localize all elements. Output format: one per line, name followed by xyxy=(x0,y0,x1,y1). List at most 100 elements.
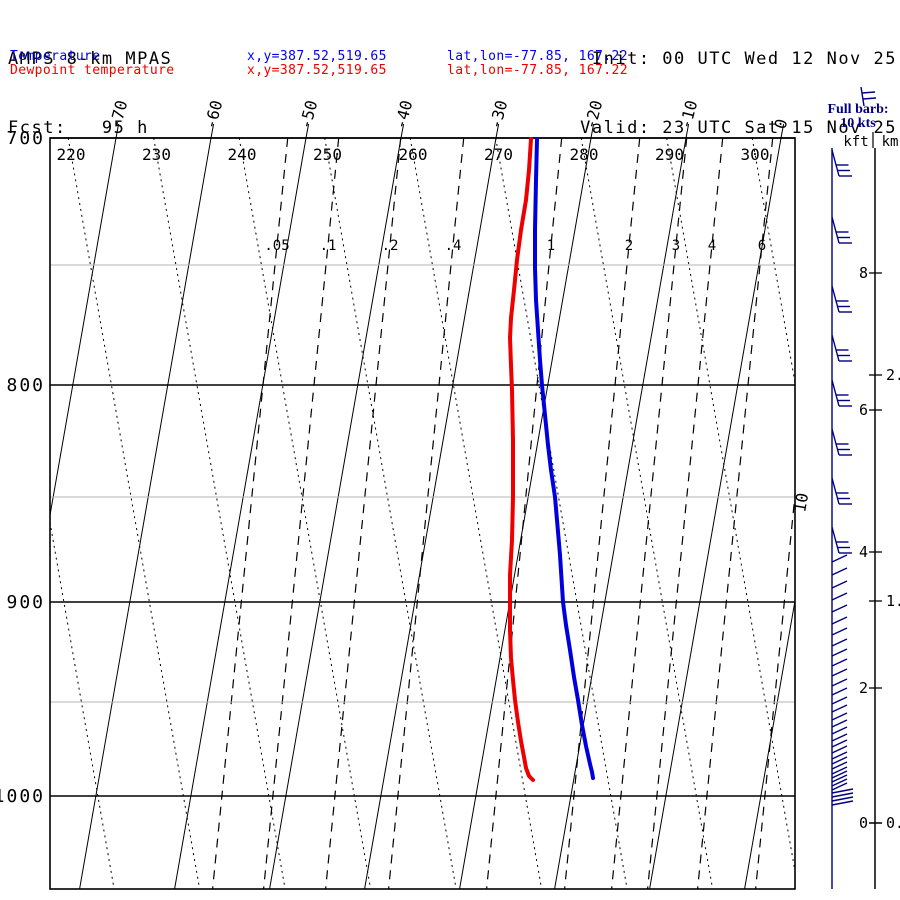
mixing-ratio-label: .05 xyxy=(264,238,289,254)
mixing-ratio-line xyxy=(325,138,402,889)
wind-barb-tick xyxy=(831,648,848,657)
isotherm-line xyxy=(459,138,592,889)
dry-adiabat-line xyxy=(238,138,372,889)
dry-adiabat-label: 280 xyxy=(570,145,599,164)
wind-barb-tick xyxy=(831,739,848,748)
wind-barb-tick xyxy=(831,778,848,787)
dry-adiabat-line xyxy=(495,138,628,889)
mixing-ratio-label: .1 xyxy=(320,238,337,254)
wind-barb-column xyxy=(831,148,854,889)
dry-adiabat-label: 240 xyxy=(228,145,257,164)
background-lines xyxy=(50,138,795,889)
pressure-axis-label: 900 xyxy=(6,592,45,613)
mixing-ratio-label: 2 xyxy=(625,238,633,254)
isotherm-line xyxy=(269,138,402,889)
dry-adiabat-line xyxy=(580,138,714,889)
wind-barb-tick xyxy=(831,616,848,625)
wind-barb-tick xyxy=(831,782,848,791)
pressure-grid: 700 800 900 1000 xyxy=(0,128,795,807)
barb-legend-line2: 10 kts xyxy=(840,116,876,131)
dry-adiabat-line xyxy=(751,138,795,386)
isotherm-tick xyxy=(305,123,310,139)
isotherm-line xyxy=(364,138,497,889)
isotherm-label: -10 xyxy=(676,98,702,131)
wind-barb xyxy=(831,285,852,313)
plot-border xyxy=(49,137,796,890)
wind-barb-tick xyxy=(831,733,848,742)
wind-barb xyxy=(831,216,852,244)
dry-adiabat-label: 290 xyxy=(655,145,684,164)
isotherm-tick xyxy=(400,123,405,139)
isotherm-line xyxy=(79,138,212,889)
dry-adiabat-line xyxy=(409,138,543,889)
valid-time: Valid: 23 UTC Sat 15 Nov 25 xyxy=(580,118,897,138)
forecast-hour: Fcst: 95 h xyxy=(8,118,149,138)
isotherm-label: -30 xyxy=(486,98,512,131)
isotherm-line xyxy=(174,138,307,889)
kft-tick-label: 4 xyxy=(859,543,868,561)
dry-adiabat-line xyxy=(324,138,457,889)
wind-barb-tick xyxy=(831,604,848,613)
wind-barb-tick xyxy=(831,592,848,601)
dewpoint-curve xyxy=(508,137,535,782)
dry-adiabat-line xyxy=(50,519,115,889)
km-tick-label: 1. xyxy=(886,592,900,610)
wind-barb-tick xyxy=(831,788,854,794)
dry-adiabat-line xyxy=(67,138,201,889)
isotherm-label: -20 xyxy=(581,98,607,131)
isotherm-label: 0 xyxy=(771,117,792,131)
dry-adiabat-label: 270 xyxy=(484,145,513,164)
pressure-axis-label: 1000 xyxy=(0,786,45,807)
wind-barb-tick xyxy=(831,774,848,783)
isotherm-tick xyxy=(780,123,785,139)
isotherm-tick xyxy=(495,123,500,139)
wind-barb-tick xyxy=(831,696,848,705)
legend-dewpoint-latlon: lat,lon=-77.85, 167.22 xyxy=(447,63,628,78)
dry-adiabat-label: 230 xyxy=(142,145,171,164)
wind-barb-tick xyxy=(831,627,848,636)
km-header: km xyxy=(882,134,899,150)
isotherm-line xyxy=(649,138,782,889)
mixing-ratio-label: 4 xyxy=(708,238,716,254)
wind-barb-tick xyxy=(831,580,848,589)
wind-barb-tick xyxy=(831,756,848,765)
isotherm-tick xyxy=(115,123,120,139)
wind-barb-tick xyxy=(831,766,848,775)
wind-barb-tick xyxy=(831,796,854,802)
isotherm-line xyxy=(554,138,687,889)
wind-barb xyxy=(831,379,852,407)
wind-barb-tick xyxy=(831,800,854,806)
wind-barb-tick xyxy=(831,687,848,696)
isotherm-label: -40 xyxy=(391,98,417,131)
kft-tick-label: 2 xyxy=(859,679,868,697)
mixing-ratio-line xyxy=(647,138,724,889)
km-tick-label: 2. xyxy=(886,366,900,384)
init-time: Init: 00 UTC Wed 12 Nov 25 xyxy=(591,49,897,69)
wind-barb-tick xyxy=(831,761,848,770)
legend-dewpoint-xy: x,y=387.52,519.65 xyxy=(247,63,387,78)
isotherm-label: -50 xyxy=(296,98,322,131)
mixing-ratio-10-label: 10 xyxy=(790,491,812,513)
mixing-ratio-line xyxy=(755,488,795,889)
wind-barb-tick xyxy=(831,668,848,677)
temperature-curve xyxy=(533,137,595,780)
km-tick-label: 0. xyxy=(886,814,900,832)
isotherm-line xyxy=(50,138,117,519)
mixing-ratio-label: .2 xyxy=(382,238,399,254)
legend-temperature-label: Temperature xyxy=(10,49,101,64)
barb-legend-line1: Full barb: xyxy=(827,102,889,117)
isotherm-tick xyxy=(685,123,690,139)
wind-barb-tick xyxy=(831,554,848,563)
dry-adiabat-label: 260 xyxy=(399,145,428,164)
wind-barb-tick xyxy=(831,704,848,713)
mixing-ratio-line xyxy=(388,138,465,889)
wind-barb-tick xyxy=(831,792,854,798)
mixing-ratio-label: .4 xyxy=(445,238,462,254)
wind-barb xyxy=(831,428,852,456)
pressure-axis-label: 800 xyxy=(6,375,45,396)
isotherm-label: -60 xyxy=(201,98,227,131)
dry-adiabat-line xyxy=(666,138,795,875)
isotherm-line xyxy=(744,597,795,889)
